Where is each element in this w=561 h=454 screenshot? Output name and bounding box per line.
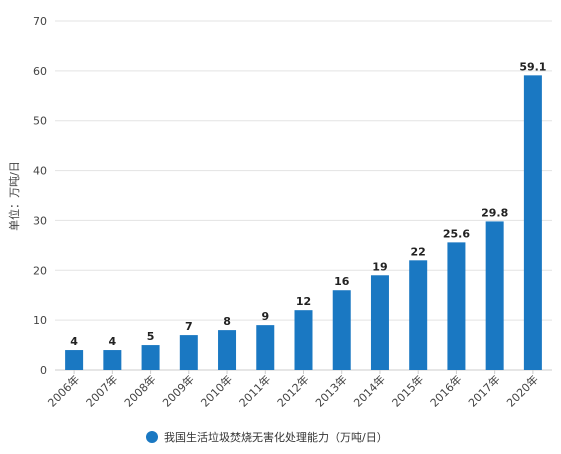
- bar: [409, 260, 428, 370]
- bar: [179, 335, 198, 370]
- bar: [332, 290, 351, 370]
- bar: [218, 330, 237, 370]
- x-tick-label: 2007年: [83, 372, 120, 409]
- x-tick-label: 2012年: [274, 372, 311, 409]
- legend-label: 我国生活垃圾焚烧无害化处理能力（万吨/日）: [164, 430, 388, 444]
- y-tick-label: 30: [33, 214, 47, 227]
- y-axis-title: 单位：万吨/日: [7, 161, 21, 231]
- bar: [256, 325, 275, 370]
- y-tick-label: 60: [33, 65, 47, 78]
- data-labels: 4 4 5 7 8 9 12 16 19 22 25.6 29.8 59.1: [70, 60, 546, 348]
- x-tick-label: 2010年: [198, 372, 235, 409]
- x-tick-label: 2015年: [389, 372, 426, 409]
- y-tick-label: 10: [33, 314, 47, 327]
- x-tick-label: 2020年: [504, 372, 541, 409]
- data-label: 22: [411, 245, 426, 258]
- y-tick-label: 40: [33, 165, 47, 178]
- data-label: 4: [109, 335, 117, 348]
- data-label: 8: [223, 315, 231, 328]
- x-tick-label: 2014年: [351, 372, 388, 409]
- data-label: 16: [334, 275, 350, 288]
- data-label: 5: [147, 330, 155, 343]
- bar: [294, 310, 313, 370]
- x-tick-label: 2006年: [45, 372, 82, 409]
- data-label: 9: [261, 310, 269, 323]
- x-tick-label: 2017年: [465, 372, 502, 409]
- legend: 我国生活垃圾焚烧无害化处理能力（万吨/日）: [146, 430, 388, 444]
- data-label: 29.8: [481, 206, 508, 219]
- data-label: 12: [296, 295, 311, 308]
- y-tick-label: 50: [33, 115, 47, 128]
- y-tick-label: 70: [33, 15, 47, 28]
- bar: [523, 75, 542, 370]
- bar: [65, 350, 84, 370]
- x-tick-label: 2016年: [427, 372, 464, 409]
- grid-lines: [55, 20, 552, 321]
- bar: [141, 345, 160, 370]
- bars: [65, 75, 542, 370]
- x-tick-label: 2011年: [236, 372, 273, 409]
- x-tick-label: 2013年: [312, 372, 349, 409]
- bar: [103, 350, 122, 370]
- x-axis-ticks: 2006年 2007年 2008年 2009年 2010年 2011年 2012年 2013年…: [45, 370, 541, 410]
- y-tick-label: 20: [33, 264, 47, 277]
- bar: [485, 221, 504, 370]
- y-tick-label: 0: [40, 364, 47, 377]
- legend-marker: [146, 431, 158, 443]
- y-axis-ticks: 0 10 20 30 40 50 60 70: [33, 15, 47, 377]
- data-label: 59.1: [519, 60, 546, 73]
- data-label: 19: [372, 260, 387, 273]
- x-tick-label: 2008年: [121, 372, 158, 409]
- bar: [370, 275, 389, 370]
- data-label: 25.6: [443, 227, 470, 240]
- x-tick-label: 2009年: [159, 372, 196, 409]
- data-label: 4: [70, 335, 78, 348]
- data-label: 7: [185, 320, 193, 333]
- bar: [447, 242, 466, 370]
